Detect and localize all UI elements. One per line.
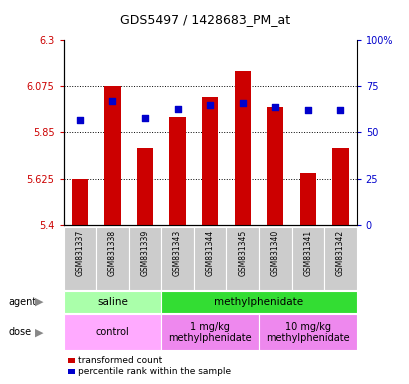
- Bar: [161, 291, 356, 313]
- Bar: [63, 314, 161, 350]
- Bar: [226, 227, 258, 290]
- Bar: [63, 227, 96, 290]
- Bar: [234, 71, 250, 225]
- Bar: [72, 179, 88, 225]
- Text: GSM831338: GSM831338: [108, 230, 117, 276]
- Bar: [258, 314, 356, 350]
- Point: [304, 107, 310, 113]
- Bar: [291, 227, 324, 290]
- Point: [239, 100, 245, 106]
- Bar: [96, 227, 128, 290]
- Text: transformed count: transformed count: [78, 356, 162, 365]
- Text: GSM831337: GSM831337: [75, 230, 84, 276]
- Bar: [299, 174, 315, 225]
- Text: GSM831343: GSM831343: [173, 230, 182, 276]
- Text: 1 mg/kg
methylphenidate: 1 mg/kg methylphenidate: [168, 321, 251, 343]
- Bar: [331, 148, 348, 225]
- Bar: [267, 107, 283, 225]
- Text: GSM831344: GSM831344: [205, 230, 214, 276]
- Text: percentile rank within the sample: percentile rank within the sample: [78, 367, 230, 376]
- Text: methylphenidate: methylphenidate: [214, 297, 303, 307]
- Text: saline: saline: [97, 297, 128, 307]
- Text: ▶: ▶: [35, 297, 43, 307]
- Text: agent: agent: [8, 297, 36, 307]
- Text: 10 mg/kg
methylphenidate: 10 mg/kg methylphenidate: [265, 321, 349, 343]
- Point: [206, 102, 213, 108]
- Text: control: control: [95, 327, 129, 338]
- Text: dose: dose: [8, 327, 31, 338]
- Bar: [63, 291, 161, 313]
- Text: GSM831341: GSM831341: [303, 230, 312, 276]
- Bar: [104, 86, 120, 225]
- Point: [109, 98, 115, 104]
- Text: GDS5497 / 1428683_PM_at: GDS5497 / 1428683_PM_at: [120, 13, 289, 26]
- Text: GSM831339: GSM831339: [140, 230, 149, 276]
- Text: GSM831342: GSM831342: [335, 230, 344, 276]
- Bar: [202, 97, 218, 225]
- Text: ▶: ▶: [35, 327, 43, 338]
- Point: [336, 107, 343, 113]
- Text: GSM831340: GSM831340: [270, 230, 279, 276]
- Point: [142, 115, 148, 121]
- Text: GSM831345: GSM831345: [238, 230, 247, 276]
- Point: [174, 106, 180, 112]
- Bar: [137, 148, 153, 225]
- Bar: [128, 227, 161, 290]
- Bar: [161, 227, 193, 290]
- Bar: [193, 227, 226, 290]
- Bar: [258, 227, 291, 290]
- Bar: [161, 314, 258, 350]
- Bar: [169, 117, 185, 225]
- Point: [76, 116, 83, 122]
- Bar: [324, 227, 356, 290]
- Point: [271, 104, 278, 110]
